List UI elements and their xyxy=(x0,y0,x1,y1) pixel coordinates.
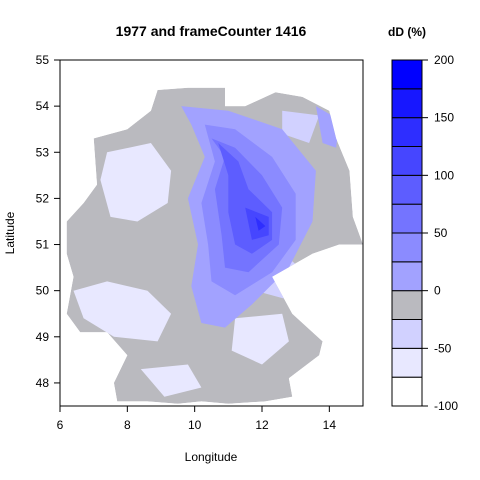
legend-swatch-9 xyxy=(391,117,423,147)
y-tick-label-50: 50 xyxy=(36,284,50,298)
legend-swatch-3 xyxy=(391,290,423,320)
x-tick-label-12: 12 xyxy=(255,418,269,432)
legend-swatch-7 xyxy=(391,174,423,205)
x-tick-label-14: 14 xyxy=(323,418,337,432)
map-plot-area xyxy=(59,59,364,407)
legend-tick-label--100: -100 xyxy=(434,399,458,413)
legend-tick-label-150: 150 xyxy=(434,111,454,125)
y-tick-label-49: 49 xyxy=(36,330,50,344)
legend-swatch-1 xyxy=(391,347,423,378)
y-tick-label-51: 51 xyxy=(36,238,50,252)
y-tick-label-54: 54 xyxy=(36,99,50,113)
y-tick-label-53: 53 xyxy=(36,145,50,159)
legend-tick-label--50: -50 xyxy=(434,341,452,355)
contour-zone-1 xyxy=(73,281,172,342)
x-tick-label-10: 10 xyxy=(188,418,202,432)
legend-swatch-10 xyxy=(391,88,423,119)
legend-swatch-11 xyxy=(391,59,423,90)
x-axis: 6 8 10 12 14 xyxy=(57,405,337,432)
chart-title: 1977 and frameCounter 1416 xyxy=(116,23,307,39)
contour-zone-5 xyxy=(282,110,320,143)
legend-swatch-8 xyxy=(391,146,423,176)
contour-zone-0 xyxy=(100,143,172,222)
x-tick-label-8: 8 xyxy=(124,418,131,432)
legend-tick-label-0: 0 xyxy=(434,284,441,298)
contour-zone-2 xyxy=(231,313,289,365)
legend-swatch-5 xyxy=(391,232,423,263)
contour-zone-12 xyxy=(255,216,266,231)
legend-swatch-4 xyxy=(391,261,423,292)
legend-tick-label-50: 50 xyxy=(434,226,448,240)
legend-swatch-0 xyxy=(391,376,423,407)
contour-zone-3 xyxy=(140,364,202,397)
x-axis-label: Longitude xyxy=(185,450,238,464)
y-tick-label-52: 52 xyxy=(36,191,50,205)
y-axis: 48 49 50 51 52 53 54 55 xyxy=(36,53,61,390)
y-axis-label: Latitude xyxy=(3,211,17,254)
contour-zone-7 xyxy=(315,106,340,148)
color-legend: dD (%) -100 -50 0 50 100 150 200 xyxy=(388,25,458,413)
y-tick-label-48: 48 xyxy=(36,376,50,390)
legend-tick-label-200: 200 xyxy=(434,53,454,67)
legend-tick-label-100: 100 xyxy=(434,168,454,182)
y-tick-label-55: 55 xyxy=(36,53,50,67)
x-tick-label-6: 6 xyxy=(57,418,64,432)
legend-swatch-2 xyxy=(391,319,423,349)
legend-title: dD (%) xyxy=(388,25,426,39)
legend-swatch-6 xyxy=(391,203,423,234)
